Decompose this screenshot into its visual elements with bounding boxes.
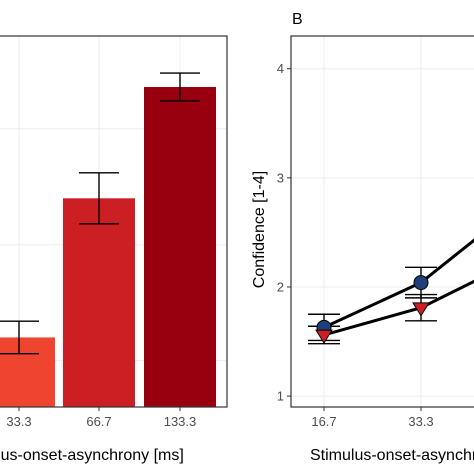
panel-a: 16.733.366.7133.3Stimulus-onset-asynchro…	[0, 35, 228, 464]
x-tick-label: 33.3	[6, 414, 31, 429]
panel-b-border	[290, 35, 474, 408]
y-tick-label: 1	[277, 389, 284, 404]
x-tick-label: 16.7	[311, 414, 336, 429]
x-tick-label: 66.7	[86, 414, 111, 429]
panel-a-border	[0, 35, 228, 408]
point-circle	[413, 275, 429, 291]
bar-66.7	[63, 198, 135, 407]
panel-letter: B	[292, 11, 303, 28]
point-triangle	[315, 329, 333, 344]
bar-33.3	[0, 337, 55, 407]
point-triangle	[412, 302, 430, 317]
x-tick-label: 133.3	[164, 414, 197, 429]
y-tick-label: 4	[277, 61, 284, 76]
series-line-1	[323, 238, 474, 329]
bar-133.3	[144, 87, 216, 407]
series-line-2	[323, 279, 474, 337]
y-tick-label: 2	[277, 279, 284, 294]
x-axis-title: Stimulus-onset-asynchrony [ms]	[0, 447, 184, 464]
panel-b: 123416.733.366.7Stimulus-onset-asynchron…	[251, 11, 474, 464]
y-axis-title: Confidence [1-4]	[251, 171, 268, 288]
x-axis-title: Stimulus-onset-asynchrony [ms]	[310, 447, 474, 464]
y-tick-label: 3	[277, 170, 284, 185]
x-tick-label: 33.3	[408, 414, 433, 429]
